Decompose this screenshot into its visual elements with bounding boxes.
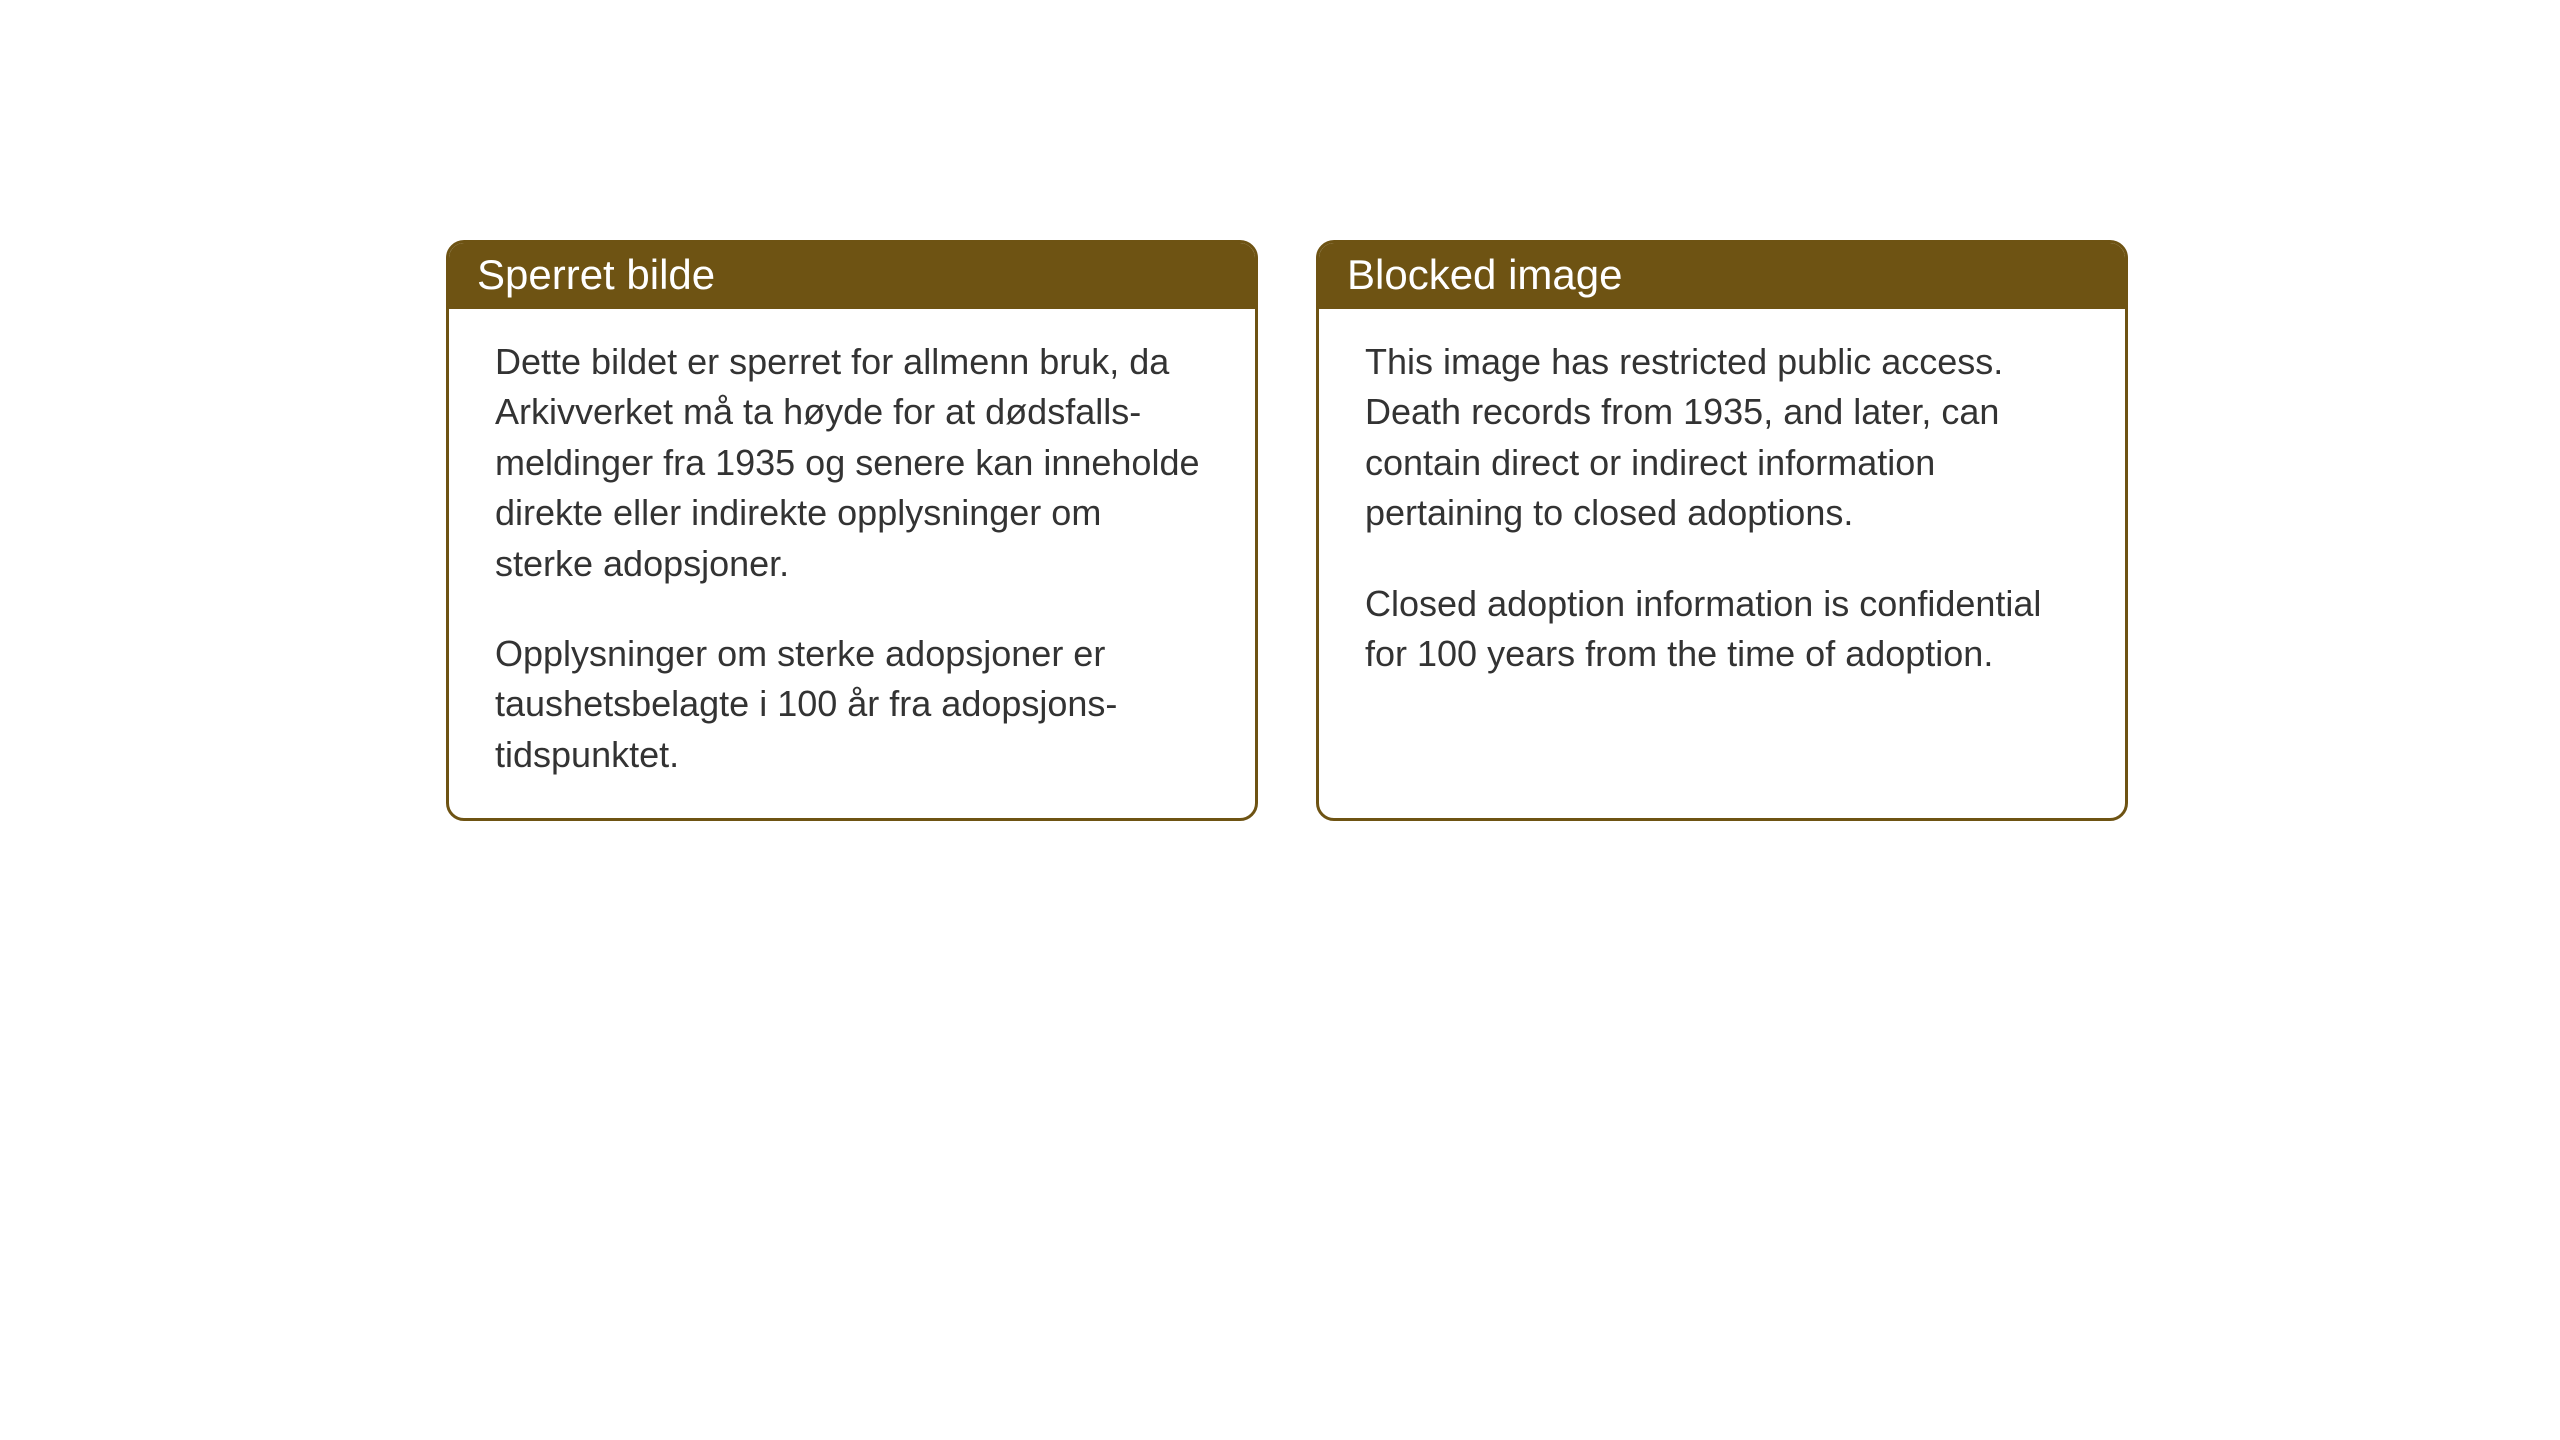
notice-container: Sperret bilde Dette bildet er sperret fo… (446, 240, 2128, 821)
notice-paragraph: Opplysninger om sterke adopsjoner er tau… (495, 629, 1209, 780)
notice-card-english: Blocked image This image has restricted … (1316, 240, 2128, 821)
notice-paragraph: Closed adoption information is confident… (1365, 579, 2079, 680)
notice-body-english: This image has restricted public access.… (1319, 309, 2125, 717)
notice-body-norwegian: Dette bildet er sperret for allmenn bruk… (449, 309, 1255, 818)
notice-header-english: Blocked image (1319, 243, 2125, 309)
notice-card-norwegian: Sperret bilde Dette bildet er sperret fo… (446, 240, 1258, 821)
notice-header-norwegian: Sperret bilde (449, 243, 1255, 309)
notice-paragraph: This image has restricted public access.… (1365, 337, 2079, 539)
notice-paragraph: Dette bildet er sperret for allmenn bruk… (495, 337, 1209, 589)
